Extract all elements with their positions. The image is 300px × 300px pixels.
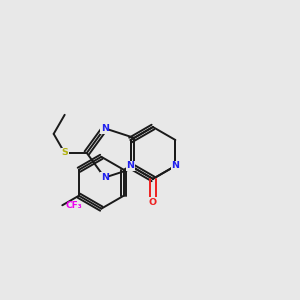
Text: S: S	[61, 148, 68, 158]
Text: O: O	[149, 198, 157, 207]
Text: N: N	[101, 173, 109, 182]
Text: N: N	[127, 161, 134, 170]
Text: CF₃: CF₃	[65, 201, 82, 210]
Text: N: N	[171, 161, 179, 170]
Text: N: N	[101, 124, 109, 133]
